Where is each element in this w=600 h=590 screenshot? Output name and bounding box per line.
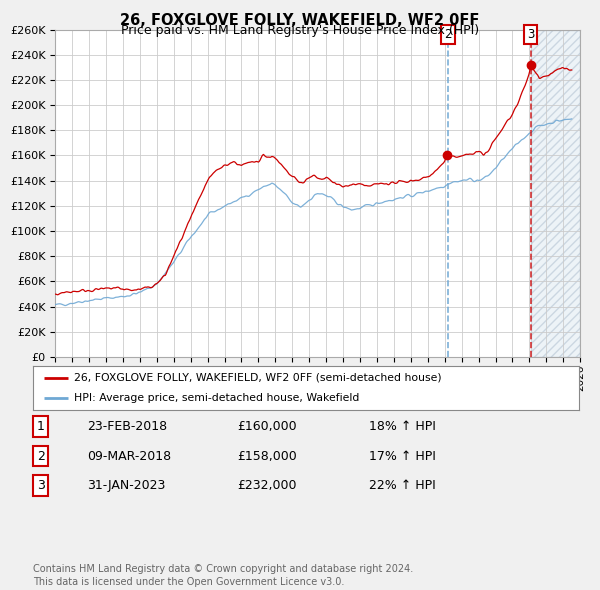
Text: 3: 3 <box>527 28 535 41</box>
Text: 2: 2 <box>37 450 45 463</box>
Text: Price paid vs. HM Land Registry's House Price Index (HPI): Price paid vs. HM Land Registry's House … <box>121 24 479 37</box>
Text: 17% ↑ HPI: 17% ↑ HPI <box>369 450 436 463</box>
Text: 23-FEB-2018: 23-FEB-2018 <box>87 420 167 433</box>
Text: £158,000: £158,000 <box>237 450 297 463</box>
Text: 31-JAN-2023: 31-JAN-2023 <box>87 479 166 492</box>
Text: 26, FOXGLOVE FOLLY, WAKEFIELD, WF2 0FF (semi-detached house): 26, FOXGLOVE FOLLY, WAKEFIELD, WF2 0FF (… <box>74 373 442 383</box>
Text: 2: 2 <box>444 28 452 41</box>
Text: Contains HM Land Registry data © Crown copyright and database right 2024.
This d: Contains HM Land Registry data © Crown c… <box>33 564 413 587</box>
Bar <box>531 30 580 357</box>
Text: 22% ↑ HPI: 22% ↑ HPI <box>369 479 436 492</box>
Text: 1: 1 <box>37 420 45 433</box>
Text: HPI: Average price, semi-detached house, Wakefield: HPI: Average price, semi-detached house,… <box>74 393 359 403</box>
Text: £160,000: £160,000 <box>237 420 296 433</box>
Text: 26, FOXGLOVE FOLLY, WAKEFIELD, WF2 0FF: 26, FOXGLOVE FOLLY, WAKEFIELD, WF2 0FF <box>121 13 479 28</box>
Text: 09-MAR-2018: 09-MAR-2018 <box>87 450 171 463</box>
Text: 3: 3 <box>37 479 45 492</box>
Text: £232,000: £232,000 <box>237 479 296 492</box>
Text: 18% ↑ HPI: 18% ↑ HPI <box>369 420 436 433</box>
